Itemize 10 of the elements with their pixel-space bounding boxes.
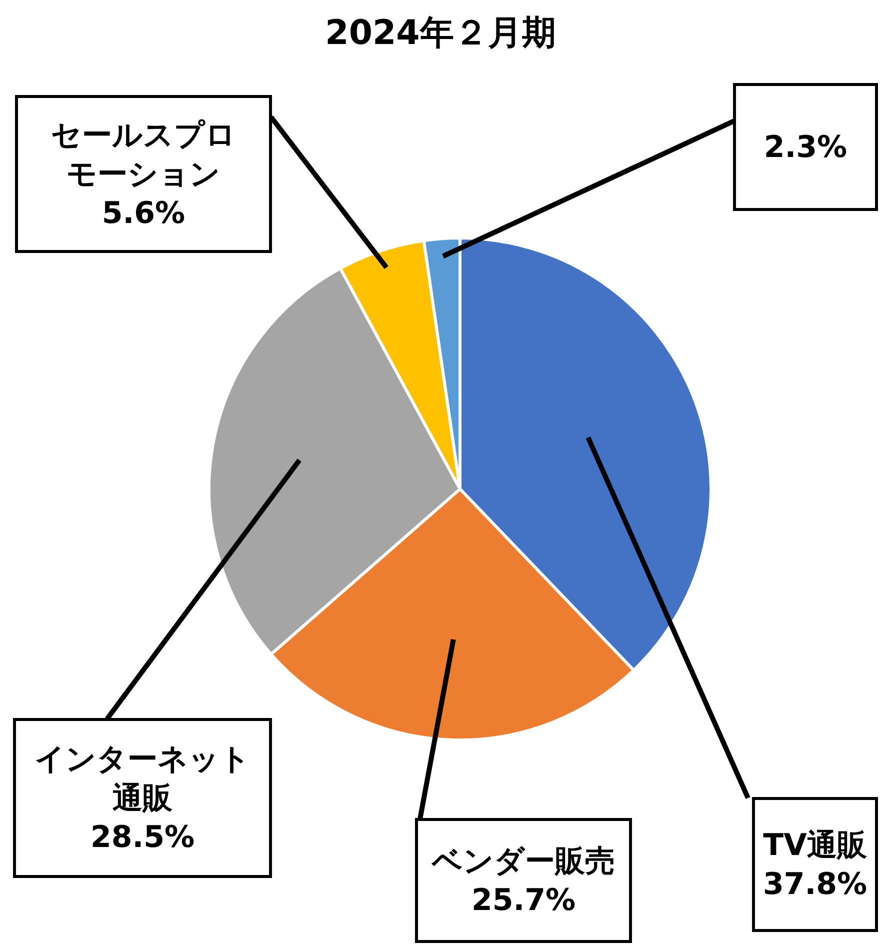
slice-label: セールスプロモーション	[50, 116, 237, 194]
chart-title: 2024年２月期	[324, 12, 557, 55]
data-label: 5.6%	[102, 194, 186, 232]
slice-label: TV通販	[763, 826, 867, 864]
data-label: 28.5%	[90, 818, 195, 856]
data-label: 37.8%	[762, 866, 868, 904]
slice-label: インターネット通販	[34, 740, 252, 818]
data-label: 25.7%	[471, 882, 576, 920]
slice-label: ベンダー販売	[432, 842, 615, 880]
data-label: 2.3%	[764, 128, 848, 166]
